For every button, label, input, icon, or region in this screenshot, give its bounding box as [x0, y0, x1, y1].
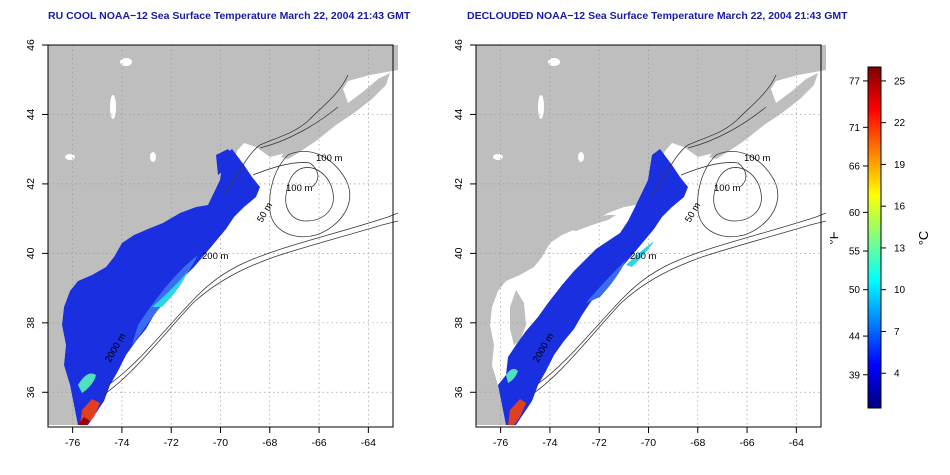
colorbar-c-tick-label: 22 — [894, 118, 906, 129]
left-lat-tick-label: 42 — [25, 178, 37, 190]
left-ticks: -76 -74 -72 -70 -68 -66 -64 36 38 40 42 44 46 — [25, 39, 376, 449]
left-lon-tick-label: -74 — [114, 437, 129, 449]
colorbar-f-tick-label: 60 — [849, 208, 861, 219]
left-contour-label-200: 200 m — [202, 251, 228, 262]
right-lon-tick-label: -66 — [739, 437, 754, 449]
right-lon-tick-label: -76 — [493, 437, 508, 449]
colorbar-c-tick-label: 7 — [894, 327, 900, 338]
colorbar-f-tick-label: 71 — [849, 123, 861, 134]
right-contour-label-100a: 100 m — [744, 153, 770, 164]
right-lat-tick-label: 44 — [453, 108, 465, 120]
right-lat-tick-label: 40 — [453, 247, 465, 259]
right-lat-tick-label: 42 — [453, 178, 465, 190]
colorbar-f-tick-label: 50 — [849, 285, 861, 296]
left-lon-tick-label: -68 — [262, 437, 277, 449]
colorbar-f-ticks: 39 44 50 55 60 66 71 77 — [849, 76, 868, 381]
right-lat-tick-label: 36 — [453, 386, 465, 398]
colorbar-c-tick-label: 4 — [894, 369, 900, 380]
left-lon-tick-label: -64 — [361, 437, 376, 449]
left-contour-label-100b: 100 m — [286, 183, 312, 194]
left-lon-tick-label: -76 — [65, 437, 80, 449]
right-lat-tick-label: 38 — [453, 317, 465, 329]
right-sst-map: 100 m 100 m 50 m 200 m 2000 m -76 -74 -72-… — [453, 39, 827, 449]
left-lat-tick-label: 46 — [25, 39, 37, 51]
right-lon-tick-label: -64 — [789, 437, 804, 449]
left-lon-tick-label: -70 — [213, 437, 228, 449]
right-contour-label-100b: 100 m — [714, 183, 740, 194]
colorbar-c-tick-label: 19 — [894, 160, 906, 171]
left-lon-tick-label: -72 — [164, 437, 179, 449]
colorbar-f-tick-label: 77 — [849, 76, 861, 87]
left-lat-tick-label: 44 — [25, 108, 37, 120]
colorbar-f-tick-label: 44 — [849, 332, 861, 343]
left-lat-tick-label: 38 — [25, 317, 37, 329]
colorbar-f-tick-label: 66 — [849, 161, 861, 172]
left-lon-tick-label: -66 — [311, 437, 326, 449]
right-lon-tick-label: -70 — [641, 437, 656, 449]
right-lon-tick-label: -72 — [592, 437, 607, 449]
left-panel-title: RU COOL NOAA−12 Sea Surface Temperature … — [48, 10, 411, 22]
right-lon-tick-label: -74 — [542, 437, 557, 449]
right-panel-title: DECLOUDED NOAA−12 Sea Surface Temperatur… — [467, 10, 848, 22]
temperature-colorbar: 39 44 50 55 60 66 71 77 4 7 10 13 16 19 22 25 °F °C — [830, 66, 931, 409]
right-lat-tick-label: 46 — [453, 39, 465, 51]
colorbar-f-tick-label: 39 — [849, 370, 861, 381]
celsius-unit-label: °C — [916, 231, 931, 246]
left-sst-swath — [62, 149, 260, 425]
right-ticks: -76 -74 -72 -70 -68 -66 -64 36 38 40 42 44 46 — [453, 39, 804, 449]
right-contour-label-200: 200 m — [630, 251, 656, 262]
colorbar-c-tick-label: 13 — [894, 243, 906, 254]
left-contour-label-100a: 100 m — [316, 153, 342, 164]
right-lon-tick-label: -68 — [690, 437, 705, 449]
fahrenheit-unit-label: °F — [830, 231, 841, 244]
colorbar-c-tick-label: 25 — [894, 76, 906, 87]
left-sst-map: 100 m 100 m 50 m 200 m 2000 m -76 -74 -72-… — [25, 39, 399, 449]
colorbar-c-ticks: 4 7 10 13 16 19 22 25 — [881, 76, 906, 380]
right-sst-swath — [498, 149, 688, 425]
left-lat-tick-label: 40 — [25, 247, 37, 259]
colorbar-f-tick-label: 55 — [849, 247, 861, 258]
left-lat-tick-label: 36 — [25, 386, 37, 398]
colorbar-gradient — [867, 66, 882, 409]
colorbar-c-tick-label: 10 — [894, 285, 906, 296]
colorbar-c-tick-label: 16 — [894, 202, 906, 213]
